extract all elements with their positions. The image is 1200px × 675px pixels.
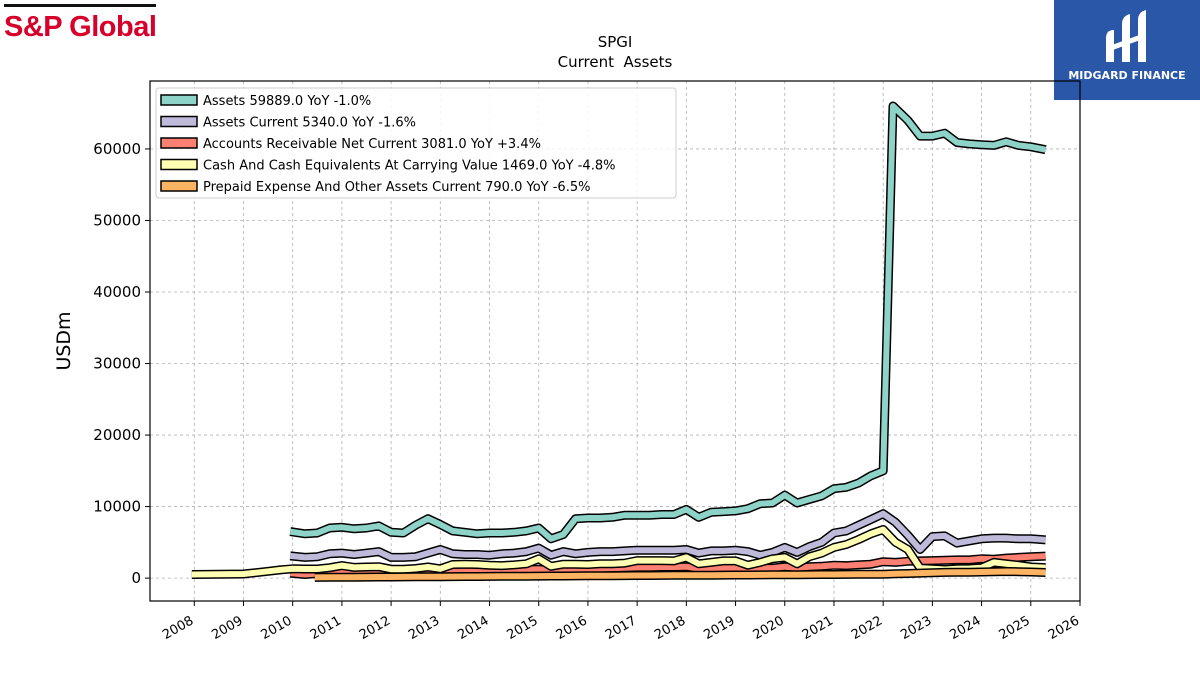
legend: Assets 59889.0 YoY -1.0% Assets Current 5… [155, 87, 677, 199]
x-tick-label: 2018 [652, 613, 688, 643]
x-tick-label: 2023 [898, 613, 934, 643]
series-layer [191, 101, 1047, 582]
legend-label-4: Prepaid Expense And Other Assets Current… [203, 180, 590, 195]
legend-label-2: Accounts Receivable Net Current 3081.0 Y… [203, 137, 541, 152]
legend-swatch-0 [160, 94, 198, 106]
x-tick-label: 2014 [455, 613, 491, 643]
legend-swatch-3 [160, 158, 198, 171]
legend-swatch-1 [160, 115, 198, 128]
legend-swatch-4 [160, 180, 198, 192]
x-tick-label: 2016 [554, 613, 590, 643]
series-line-3 [191, 526, 1046, 578]
legend-swatch-2 [160, 137, 198, 149]
y-tick-label: 10000 [93, 498, 141, 516]
legend-label-1: Assets Current 5340.0 YoY -1.6% [203, 116, 416, 131]
chart-subtitle: Current Assets [558, 53, 673, 71]
y-tick-label: 30000 [93, 355, 141, 373]
midgard-emblem-icon [1106, 10, 1146, 62]
x-tick-label: 2011 [308, 613, 344, 643]
legend-label-3: Cash And Cash Equivalents At Carrying Va… [203, 159, 615, 174]
x-tick-label: 2025 [997, 613, 1033, 643]
plot-frame [149, 80, 1081, 602]
x-tick-label: 2026 [1046, 613, 1082, 643]
x-tick-label: 2015 [505, 613, 541, 643]
midgard-finance-name: MIDGARD FINANCE [1068, 69, 1186, 82]
x-tick-label: 2024 [947, 613, 983, 643]
legend-box [155, 87, 677, 199]
legend-label-0: Assets 59889.0 YoY -1.0% [203, 94, 371, 109]
series-line-0 [289, 103, 1047, 542]
y-tick-label: 50000 [93, 211, 141, 229]
series-line-1 [289, 510, 1046, 561]
x-tick-label: 2019 [701, 613, 737, 643]
sp-global-logo-text: S&P Global [4, 11, 157, 43]
x-tick-label: 2009 [209, 613, 245, 643]
x-tick-label: 2008 [160, 613, 196, 643]
x-tick-label: 2012 [357, 613, 393, 643]
y-tick-label: 60000 [93, 140, 141, 158]
x-tick-label: 2013 [406, 613, 442, 643]
x-tick-label: 2020 [751, 613, 787, 643]
y-tick-label: 0 [131, 569, 141, 587]
y-tick-label: 40000 [93, 283, 141, 301]
y-axis-label: USDm [53, 311, 75, 370]
x-tick-label: 2017 [603, 613, 639, 643]
x-tick-label: 2021 [800, 613, 836, 643]
y-tick-label: 20000 [93, 426, 141, 444]
sp-global-logo: S&P Global [4, 4, 157, 43]
midgard-finance-logo: MIDGARD FINANCE [1054, 0, 1200, 100]
chart-title: SPGI [598, 33, 633, 51]
x-tick-label: 2022 [849, 613, 885, 643]
x-tick-label: 2010 [259, 613, 295, 643]
series-line-4 [314, 568, 1046, 581]
